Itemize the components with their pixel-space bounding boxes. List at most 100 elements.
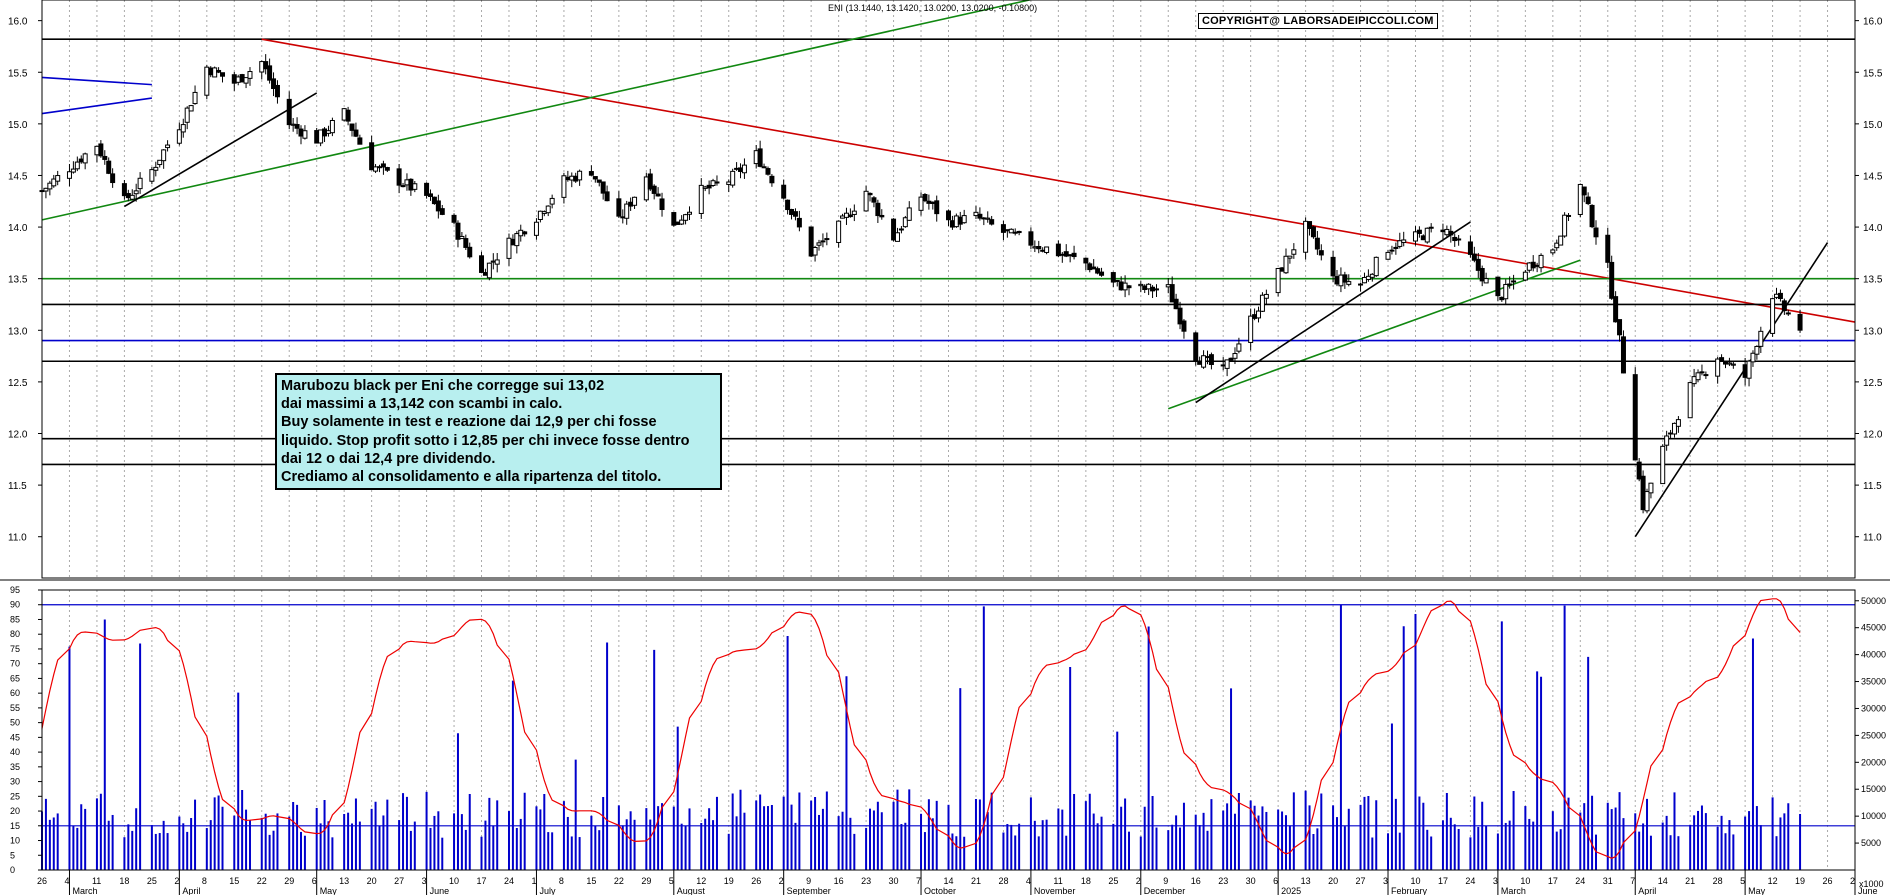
- candle-body: [325, 130, 331, 134]
- x-tick-label: 5: [669, 876, 674, 886]
- candle-body: [176, 129, 182, 144]
- x-tick-label: 25: [1108, 876, 1118, 886]
- candle-body: [561, 175, 567, 198]
- osc-tick-label: 60: [10, 688, 20, 698]
- candle-body: [1256, 310, 1262, 319]
- x-tick-label: 2: [1136, 876, 1141, 886]
- candle-body: [1715, 358, 1721, 377]
- candle-body: [384, 167, 390, 171]
- candle-body: [1785, 312, 1791, 315]
- candle-body: [66, 171, 72, 179]
- candle-body: [345, 109, 351, 122]
- candle-body: [314, 130, 320, 144]
- candle-body: [1550, 249, 1556, 254]
- candle-body: [906, 207, 912, 221]
- volume-tick-label: 50000: [1861, 596, 1886, 606]
- x-tick-label: 19: [1795, 876, 1805, 886]
- y-tick-label-right: 13.0: [1863, 326, 1883, 337]
- candle-body: [1142, 285, 1148, 291]
- x-tick-label: 11: [92, 876, 101, 886]
- candle-body: [596, 179, 602, 183]
- y-tick-label-left: 14.0: [8, 223, 28, 234]
- x-tick-label: 10: [1520, 876, 1530, 886]
- candle-body: [851, 210, 857, 215]
- candle-body: [706, 184, 712, 189]
- x-month-label: March: [1501, 886, 1526, 895]
- candle-body: [329, 120, 335, 134]
- candle-body: [1636, 461, 1642, 480]
- candle-body: [985, 217, 991, 220]
- candle-body: [1000, 224, 1006, 233]
- candle-body: [710, 180, 716, 186]
- candle-body: [569, 175, 575, 181]
- candle-body: [789, 208, 795, 215]
- candle-body: [1723, 361, 1728, 365]
- candle-body: [459, 235, 465, 240]
- osc-tick-label: 15: [10, 821, 20, 831]
- candle-body: [1220, 364, 1226, 367]
- candle-body: [647, 173, 653, 190]
- x-month-label: December: [1144, 886, 1186, 895]
- x-tick-label: 17: [1548, 876, 1558, 886]
- y-tick-label-right: 12.5: [1863, 378, 1883, 389]
- y-tick-label-right: 12.0: [1863, 430, 1883, 441]
- x-tick-label: 28: [1713, 876, 1723, 886]
- candle-body: [1797, 313, 1803, 331]
- osc-tick-label: 70: [10, 659, 20, 669]
- x-tick-label: 29: [284, 876, 294, 886]
- x-month-label: February: [1391, 886, 1428, 895]
- x-tick-label: 24: [1575, 876, 1585, 886]
- candle-body: [396, 168, 402, 186]
- x-tick-label: 3: [422, 876, 427, 886]
- volume-tick-label: 35000: [1861, 677, 1886, 687]
- candle-body: [847, 214, 853, 218]
- x-tick-label: 27: [1356, 876, 1366, 886]
- x-tick-label: 12: [696, 876, 706, 886]
- candle-body: [871, 197, 877, 203]
- candle-body: [1318, 250, 1324, 256]
- y-tick-label-left: 12.5: [8, 378, 28, 389]
- note-line: dai 12 o dai 12,4 pre dividendo.: [281, 450, 496, 467]
- candle-body: [816, 242, 822, 246]
- candle-body: [267, 65, 273, 81]
- x-tick-label: 17: [477, 876, 487, 886]
- candle-body: [769, 175, 775, 184]
- candle-body: [165, 144, 171, 149]
- candle-body: [753, 150, 759, 165]
- candle-body: [655, 193, 661, 197]
- candle-body: [961, 215, 967, 224]
- candle-body: [1566, 214, 1572, 217]
- candle-body: [1224, 359, 1230, 369]
- candle-body: [1660, 445, 1666, 485]
- candle-body: [1593, 227, 1599, 238]
- candle-body: [1303, 220, 1309, 253]
- x-month-label: June: [1858, 886, 1878, 895]
- candle-body: [1201, 355, 1207, 368]
- candle-body: [1781, 300, 1787, 312]
- candle-body: [243, 77, 249, 84]
- candle-body: [231, 74, 237, 84]
- x-tick-label: 23: [1218, 876, 1228, 886]
- candle-body: [977, 213, 983, 219]
- x-tick-label: 1: [531, 876, 536, 886]
- x-tick-label: 21: [971, 876, 981, 886]
- candle-body: [632, 196, 638, 206]
- candle-body: [1483, 278, 1489, 284]
- osc-tick-label: 0: [10, 865, 15, 875]
- candle-body: [1448, 230, 1454, 236]
- candle-body: [1393, 246, 1399, 249]
- x-tick-label: 26: [751, 876, 761, 886]
- x-tick-label: 16: [1191, 876, 1201, 886]
- candle-body: [545, 205, 551, 214]
- candle-body: [302, 130, 308, 139]
- candle-body: [1385, 251, 1391, 260]
- candle-body: [216, 69, 222, 73]
- osc-tick-label: 25: [10, 791, 20, 801]
- x-tick-label: 29: [641, 876, 651, 886]
- x-tick-label: 4: [64, 876, 69, 886]
- x-tick-label: 22: [257, 876, 267, 886]
- candle-body: [184, 107, 190, 123]
- candle-body: [1397, 240, 1403, 247]
- candle-body: [1467, 241, 1473, 255]
- x-tick-label: 28: [998, 876, 1008, 886]
